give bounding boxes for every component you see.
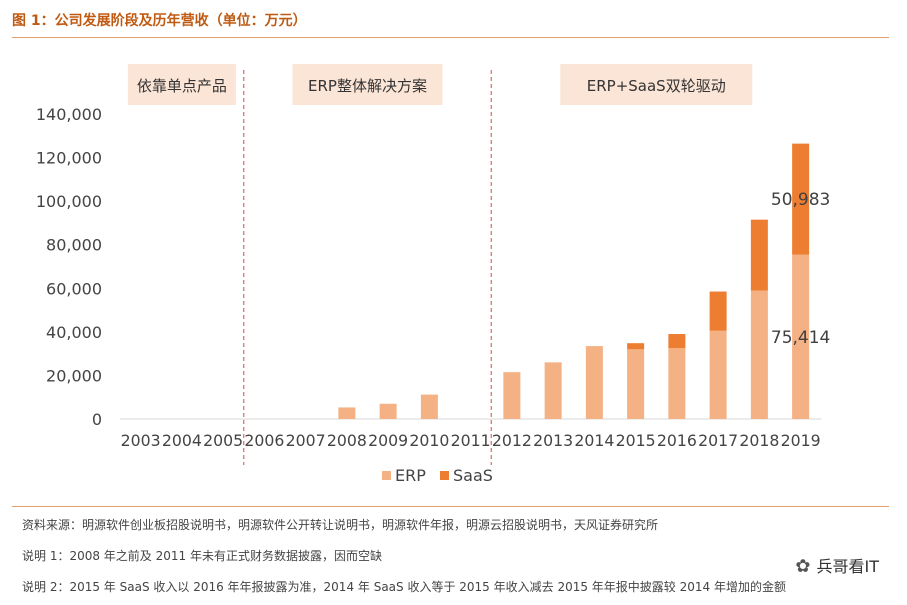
- x-tick-label: 2003: [121, 431, 161, 450]
- x-tick-label: 2011: [451, 431, 491, 450]
- x-tick-label: 2010: [409, 431, 449, 450]
- bar-erp-2015: [627, 349, 645, 419]
- x-tick-label: 2009: [368, 431, 408, 450]
- annotations: 50,983 75,414: [771, 190, 830, 348]
- y-tick-label: 60,000: [46, 279, 102, 298]
- bar-erp-2017: [709, 330, 727, 419]
- bar-erp-2016: [668, 348, 686, 419]
- legend-swatch-erp: [382, 471, 391, 480]
- bars: [338, 143, 810, 419]
- phase-box: [560, 64, 753, 105]
- x-tick-label: 2007: [286, 431, 326, 450]
- title-divider: [12, 37, 889, 38]
- bar-erp-2019: [792, 254, 810, 419]
- x-tick-label: 2015: [616, 431, 656, 450]
- legend: ERP SaaS: [382, 466, 493, 485]
- legend-label-erp: ERP: [395, 466, 426, 485]
- note-1: 说明 1：2008 年之前及 2011 年未有正式财务数据披露，因而空缺: [22, 549, 382, 563]
- y-tick-label: 120,000: [36, 149, 102, 168]
- y-tick-label: 100,000: [36, 192, 102, 211]
- bar-saas-2019: [792, 143, 810, 255]
- revenue-chart: 依靠单点产品 ERP整体解决方案 ERP+SaaS双轮驱动 0 20,000 40,00…: [36, 64, 830, 485]
- phase-label: ERP+SaaS双轮驱动: [587, 77, 726, 95]
- x-tick-label: 2013: [533, 431, 573, 450]
- bar-erp-2012: [503, 372, 521, 419]
- bar-saas-2018: [750, 219, 768, 291]
- data-label: 75,414: [771, 328, 830, 348]
- x-tick-label: 2012: [492, 431, 532, 450]
- x-tick-label: 2008: [327, 431, 367, 450]
- bar-saas-2014: [585, 346, 603, 348]
- y-tick-label: 0: [92, 410, 102, 429]
- source-note: 资料来源：明源软件创业板招股说明书，明源软件公开转让说明书，明源软件年报，明源云…: [22, 518, 659, 532]
- bar-erp-2014: [585, 347, 603, 419]
- phase-layer: 依靠单点产品 ERP整体解决方案 ERP+SaaS双轮驱动: [127, 64, 753, 465]
- x-tick-label: 2016: [657, 431, 697, 450]
- x-tick-label: 2006: [244, 431, 284, 450]
- wechat-icon: ✿: [795, 556, 811, 577]
- legend-label-saas: SaaS: [453, 466, 493, 485]
- figure-title: 图 1：公司发展阶段及历年营收（单位：万元）: [12, 13, 307, 29]
- x-tick-label: 2004: [162, 431, 202, 450]
- y-axis: 0 20,000 40,000 60,000 80,000 100,000 120,000 1…: [36, 105, 822, 429]
- x-tick-label: 2019: [781, 431, 821, 450]
- y-tick-label: 20,000: [46, 366, 102, 385]
- watermark: ✿ 兵哥看IT: [795, 553, 879, 577]
- bar-saas-2015: [627, 343, 645, 350]
- bar-erp-2018: [750, 290, 768, 419]
- phase-box: [127, 64, 236, 105]
- bar-saas-2016: [668, 334, 686, 349]
- watermark-text: 兵哥看IT: [816, 557, 880, 576]
- bar-erp-2013: [544, 362, 562, 419]
- data-label: 50,983: [771, 190, 830, 210]
- x-tick-label: 2005: [203, 431, 243, 450]
- phase-label: ERP整体解决方案: [308, 77, 427, 95]
- x-tick-label: 2018: [739, 431, 779, 450]
- y-tick-label: 40,000: [46, 323, 102, 342]
- note-2: 说明 2：2015 年 SaaS 收入以 2016 年年报披露为准，2014 年…: [22, 580, 786, 594]
- bar-erp-2008: [338, 407, 356, 419]
- phase-label: 依靠单点产品: [137, 77, 227, 95]
- phase-box: [292, 64, 443, 105]
- bar-erp-2009: [379, 403, 397, 419]
- x-tick-label: 2014: [574, 431, 614, 450]
- y-tick-label: 140,000: [36, 105, 102, 124]
- bar-erp-2010: [420, 394, 438, 419]
- x-tick-label: 2017: [698, 431, 738, 450]
- bar-saas-2017: [709, 291, 727, 331]
- y-tick-label: 80,000: [46, 236, 102, 255]
- footer-divider: [12, 506, 889, 507]
- x-axis: 2003 2004 2005 2006 2007 2008 2009 2010 2011 2012…: [121, 431, 821, 450]
- legend-swatch-saas: [440, 471, 449, 480]
